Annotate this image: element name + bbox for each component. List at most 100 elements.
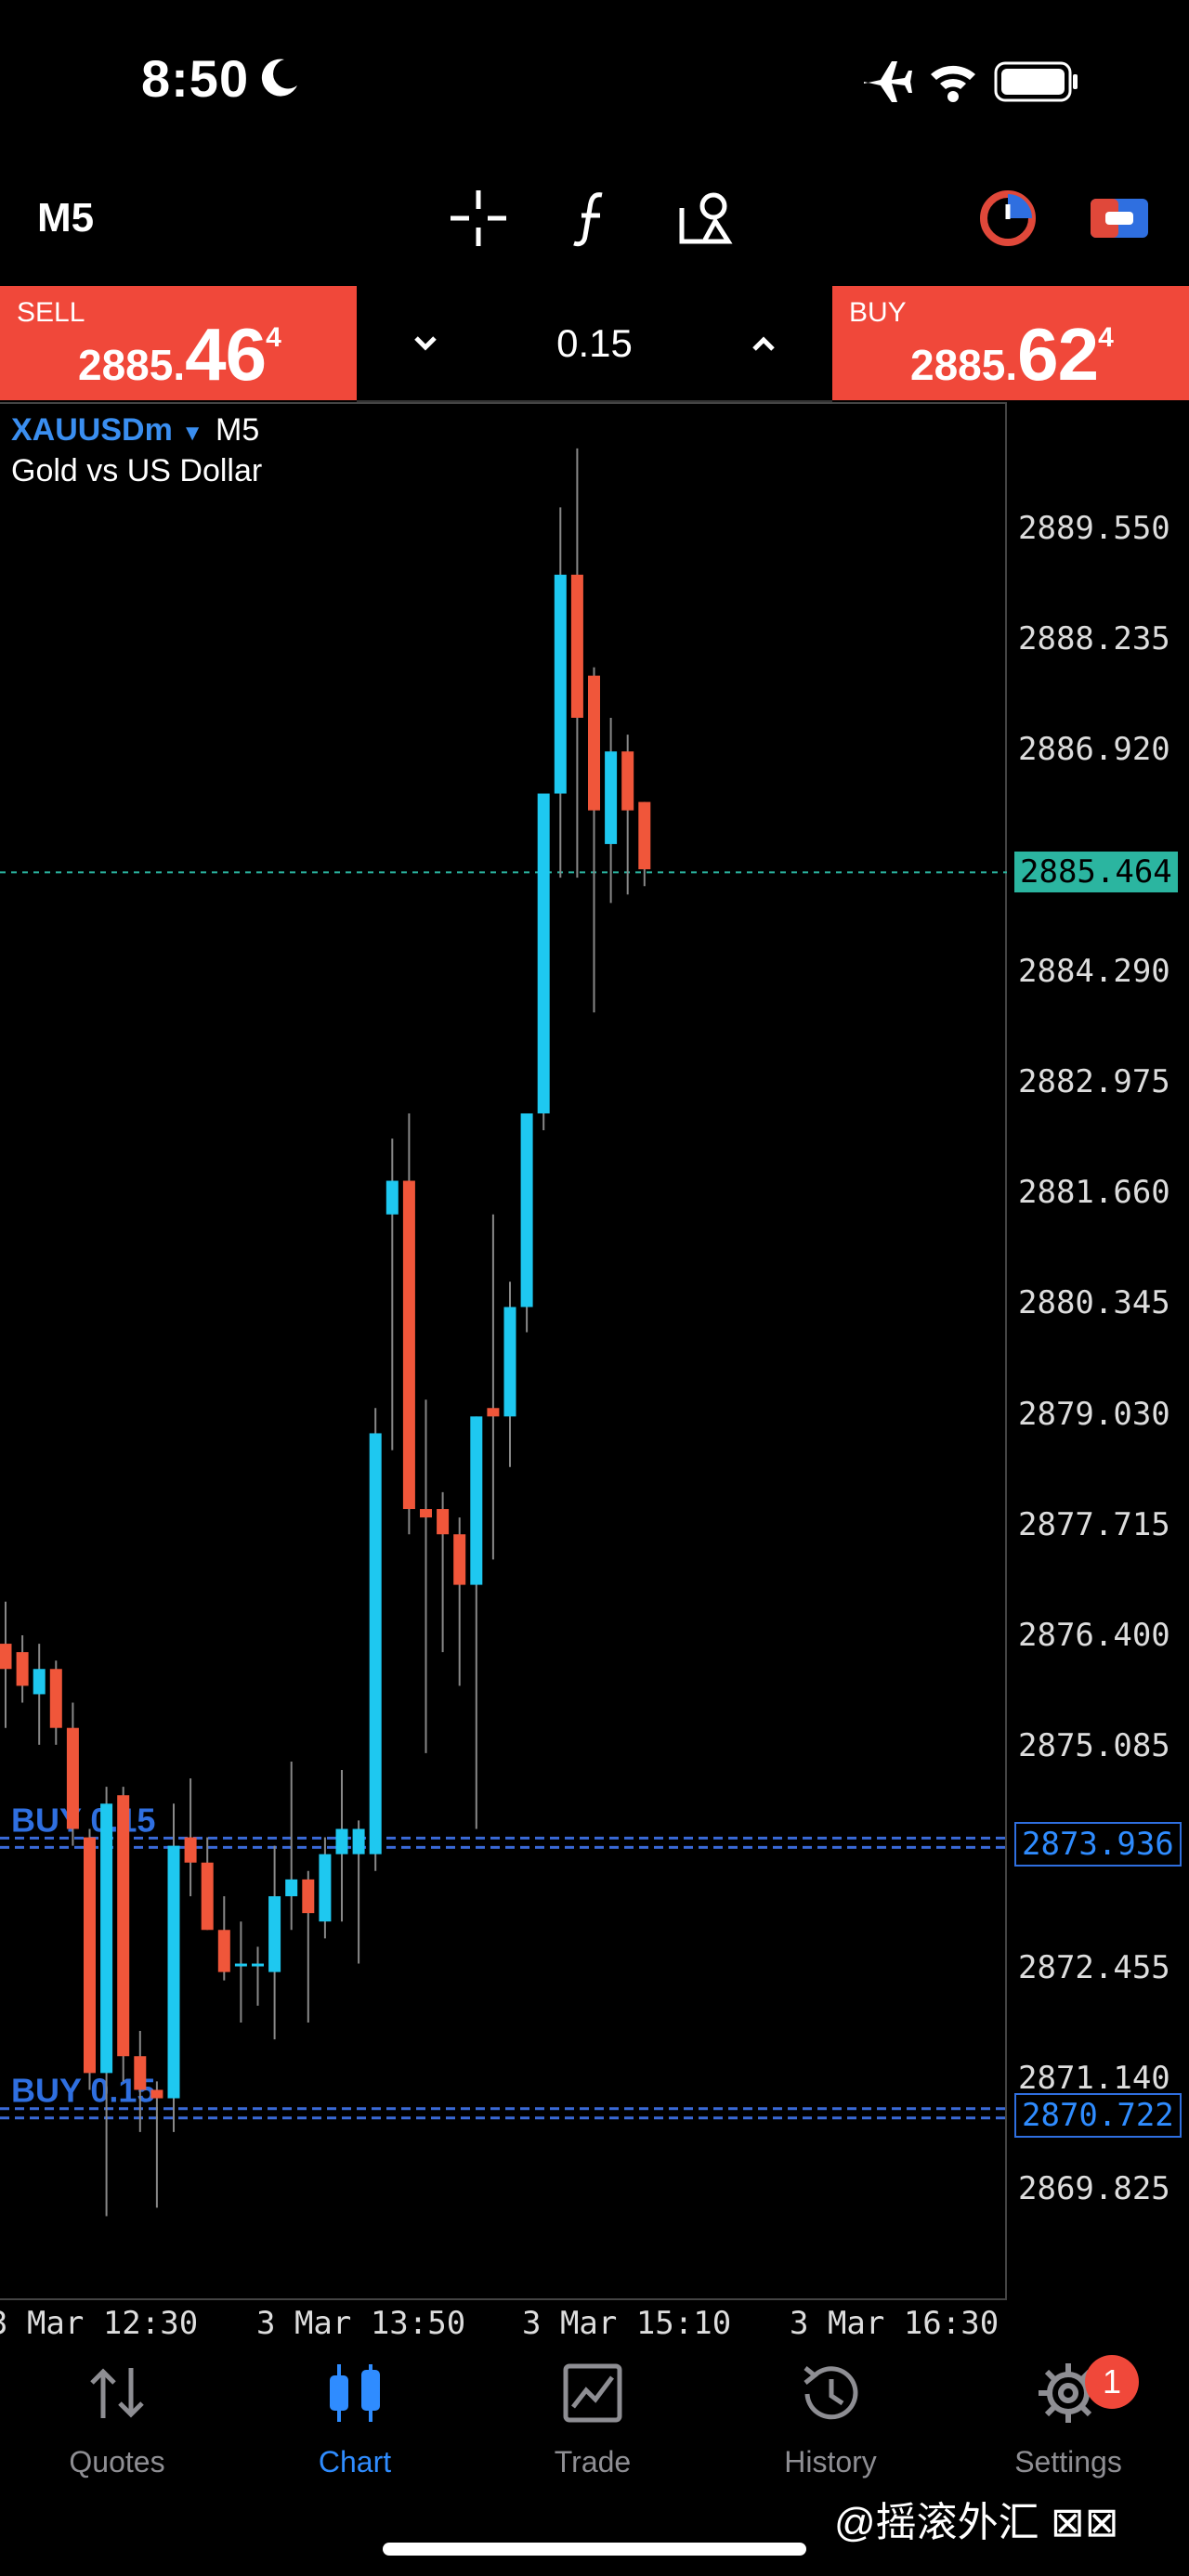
volume-input[interactable]: 0.15 [556,321,633,365]
price-tick-label: 2888.235 [1018,620,1170,658]
candle-body [352,1828,365,1854]
candle-body [268,1896,281,1972]
candle-body [150,2089,163,2099]
candle-body [520,1112,533,1308]
settings-badge: 1 [1085,2355,1139,2409]
buy-price: 2885.624 [910,313,1114,396]
price-tick-label: 2889.550 [1018,510,1170,547]
clock-chart-icon[interactable] [975,186,1040,251]
timeframe-button[interactable]: M5 [37,195,95,241]
home-indicator[interactable] [383,2543,806,2556]
current-price-tag: 2885.464 [1014,852,1178,893]
candle-body [217,1930,230,1972]
candle-body [184,1837,197,1863]
candle-body [638,801,651,870]
nav-history[interactable]: History [747,2359,914,2479]
time-tick-label: 3 Mar 16:30 [790,2305,1000,2342]
candle-body [402,1180,415,1510]
nav-settings[interactable]: Settings [985,2359,1152,2479]
sell-label: SELL [17,297,85,328]
candle-body [537,793,550,1113]
price-tick-label: 2884.290 [1018,952,1170,990]
price-tick-label: 2882.975 [1018,1063,1170,1100]
chevron-up-icon[interactable] [747,327,780,360]
candle-body [570,574,583,718]
chart-area[interactable] [0,402,1007,2300]
history-clock-icon [804,2366,858,2420]
switch-account-icon[interactable] [1087,186,1152,251]
candle-body [335,1828,348,1854]
order-label: BUY 0.15 [11,2072,155,2110]
moon-icon [261,59,297,97]
airplane-icon [864,61,912,102]
time-tick-label: 3 Mar 12:30 [0,2305,199,2342]
candle-body [385,1180,399,1215]
candle-body [453,1534,466,1585]
crosshair-icon[interactable] [446,186,511,251]
candle-body [0,1644,12,1670]
nav-quotes[interactable]: Quotes [33,2359,201,2479]
status-icons [864,61,1078,102]
chevron-down-icon[interactable] [409,327,442,360]
price-tick-label: 2879.030 [1018,1395,1170,1433]
volume-stepper: 0.15 [357,286,832,402]
candle-body [605,751,618,844]
buy-button[interactable]: BUY 2885.624 [832,286,1189,400]
sell-price: 2885.464 [78,313,281,396]
candle-body [167,1845,180,2099]
order-label: BUY 0.15 [11,1801,155,1839]
price-tick-label: 2872.455 [1018,1948,1170,1986]
candle-body [621,751,634,811]
candle-body [487,1408,500,1417]
function-icon[interactable] [561,186,626,251]
chart-timeframe: M5 [216,412,260,448]
candlestick-chart[interactable]: BUY 0.15 BUY 0.15 [0,402,1189,2300]
order-price-tag: 2873.936 [1014,1822,1182,1867]
price-tick-label: 2877.715 [1018,1505,1170,1543]
price-tick-label: 2880.345 [1018,1284,1170,1322]
candle-body [319,1854,332,1922]
candle-body [503,1307,516,1417]
quotes-arrows-icon [90,2368,144,2418]
battery-icon [994,61,1078,102]
candle-body [302,1879,315,1914]
candle-body [420,1509,432,1518]
candle-body [66,1727,79,1829]
candle-body [84,1837,96,2074]
candle-body [33,1669,46,1695]
candle-body [234,1963,247,1967]
trade-chart-icon [563,2363,622,2423]
candle-body [554,574,567,794]
wifi-icon [931,65,975,102]
price-tick-label: 2869.825 [1018,2170,1170,2207]
candle-body [49,1669,62,1728]
candle-body [437,1509,450,1535]
candle-body [470,1416,483,1585]
symbol-description: Gold vs US Dollar [11,453,263,488]
price-tick-label: 2876.400 [1018,1617,1170,1654]
symbol-selector[interactable]: XAUUSDm ▼ [11,412,204,448]
price-tick-label: 2881.660 [1018,1174,1170,1212]
nav-trade[interactable]: Trade [509,2359,676,2479]
candle-body [134,2056,147,2090]
candle-body [100,1803,113,2074]
candle-body [285,1879,298,1897]
price-tick-label: 2871.140 [1018,2059,1170,2097]
nav-chart[interactable]: Chart [271,2359,438,2479]
candle-body [117,1795,130,2057]
status-time: 8:50 [141,49,250,108]
time-tick-label: 3 Mar 13:50 [256,2305,466,2342]
watermark: @摇滚外汇 ⊠⊠ [834,2500,1119,2545]
objects-icon[interactable] [674,186,739,251]
time-tick-label: 3 Mar 15:10 [522,2305,732,2342]
sell-button[interactable]: SELL 2885.464 [0,286,357,400]
candle-body [252,1963,264,1967]
price-tick-label: 2875.085 [1018,1727,1170,1765]
chart-candles-icon [330,2364,380,2422]
candle-body [369,1433,382,1854]
settings-gear-icon [1039,2363,1098,2423]
candle-body [588,675,600,811]
price-tick-label: 2886.920 [1018,731,1170,769]
candle-body [201,1862,214,1931]
buy-label: BUY [849,297,907,328]
